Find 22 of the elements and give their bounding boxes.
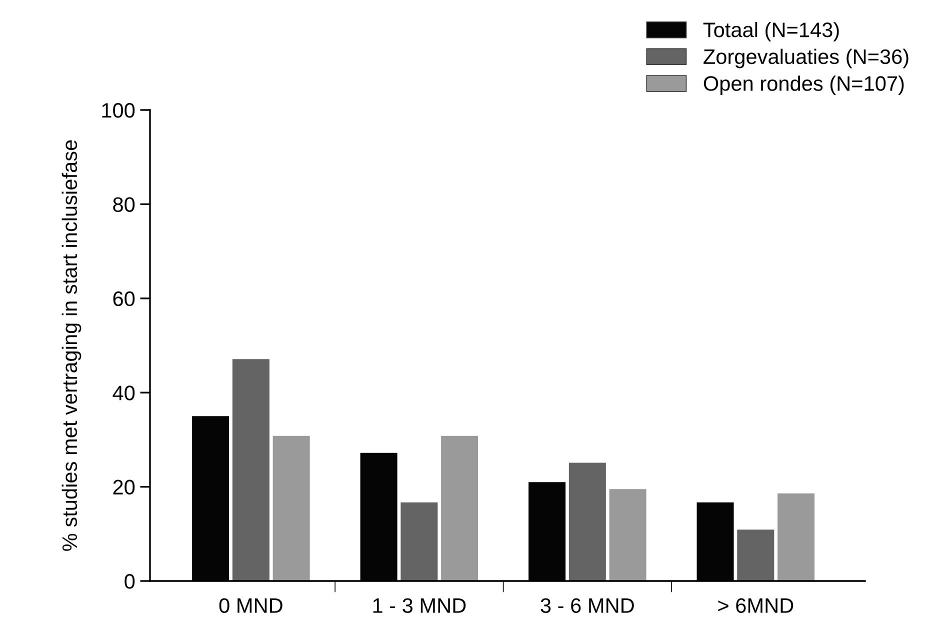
bar xyxy=(609,489,646,581)
bar xyxy=(778,493,815,581)
x-tick-label: 1 - 3 MND xyxy=(373,598,466,613)
y-tick-label: 100 xyxy=(102,103,135,118)
legend-label: Open rondes (N=107) xyxy=(704,76,904,96)
legend-label: Zorgevaluaties (N=36) xyxy=(704,48,908,68)
y-tick-label: 60 xyxy=(113,291,135,306)
y-axis-title: % studies met vertraging in start inclusiefase xyxy=(62,140,82,551)
bar xyxy=(400,502,438,581)
x-tick-label: 0 MND xyxy=(219,598,282,613)
y-tick-label: 80 xyxy=(113,197,135,212)
y-tick-label: 40 xyxy=(112,386,135,400)
bar xyxy=(272,436,310,581)
bar xyxy=(568,462,606,581)
y-tick-label: 0 xyxy=(124,574,135,589)
x-tick-label: 3 - 6 MND xyxy=(540,598,634,613)
x-tick-label: > 6MND xyxy=(718,598,794,613)
bar xyxy=(737,530,774,581)
bar xyxy=(441,436,478,581)
bar xyxy=(232,359,270,581)
y-tick-label: 20 xyxy=(113,480,135,495)
legend-label: Totaal (N=143) xyxy=(703,22,839,42)
